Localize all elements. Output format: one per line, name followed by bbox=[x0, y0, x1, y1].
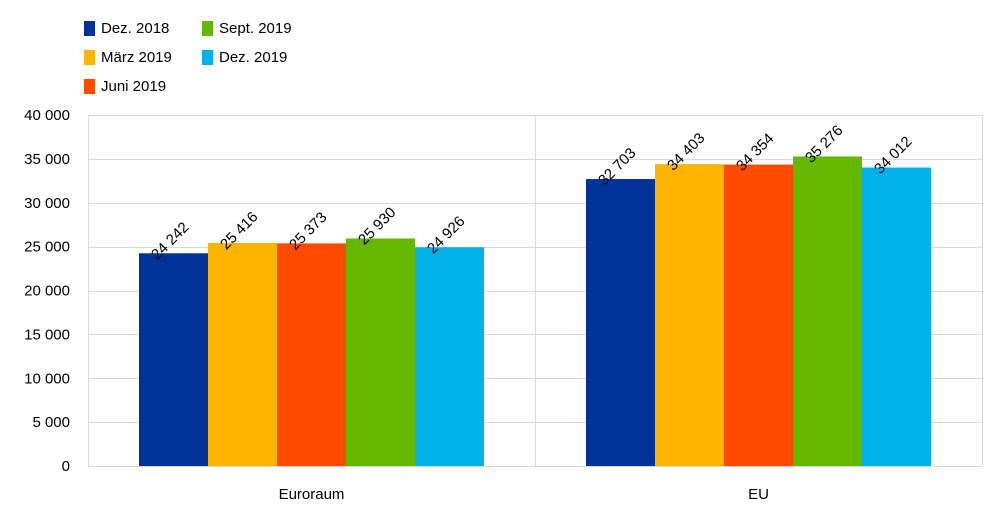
legend-swatch bbox=[202, 20, 213, 36]
bar bbox=[862, 167, 931, 467]
legend-label: Sept. 2019 bbox=[219, 19, 292, 37]
y-tick-label: 5 000 bbox=[32, 414, 70, 431]
legend-swatch bbox=[84, 20, 95, 36]
x-axis-category-labels: Euroraum EU bbox=[279, 486, 769, 503]
bars bbox=[139, 156, 931, 467]
bar bbox=[346, 238, 415, 466]
legend-item: Juni 2019 bbox=[84, 76, 166, 96]
legend-label: März 2019 bbox=[101, 48, 172, 66]
y-tick-label: 10 000 bbox=[24, 370, 70, 387]
bar bbox=[208, 242, 277, 466]
y-tick-label: 25 000 bbox=[24, 239, 70, 256]
y-tick-label: 15 000 bbox=[24, 326, 70, 343]
category-label: EU bbox=[748, 486, 769, 503]
legend-item: Dez. 2018 bbox=[84, 18, 169, 38]
legend-swatch bbox=[202, 49, 213, 65]
y-tick-label: 0 bbox=[62, 458, 70, 475]
legend-item: Dez. 2019 bbox=[202, 47, 287, 67]
bar bbox=[139, 253, 208, 466]
category-label: Euroraum bbox=[279, 486, 345, 503]
legend-swatch bbox=[84, 78, 95, 94]
legend-item: März 2019 bbox=[84, 47, 172, 67]
legend-swatch bbox=[84, 49, 95, 65]
legend-label: Dez. 2018 bbox=[101, 19, 170, 37]
y-axis-tick-labels: 0 5 000 10 000 15 000 20 000 25 000 30 000 35 0… bbox=[24, 107, 70, 475]
bar bbox=[655, 164, 724, 466]
legend: Dez. 2018 März 2019 Juni 2019 Sept. 2019 Dez… bbox=[84, 18, 344, 102]
y-tick-label: 20 000 bbox=[24, 283, 70, 300]
bar bbox=[724, 164, 793, 467]
legend-label: Dez. 2019 bbox=[219, 48, 288, 66]
y-tick-label: 40 000 bbox=[24, 107, 70, 124]
y-tick-label: 35 000 bbox=[24, 151, 70, 168]
y-tick-label: 30 000 bbox=[24, 195, 70, 212]
bar bbox=[793, 156, 862, 466]
bar bbox=[586, 179, 655, 466]
legend-label: Juni 2019 bbox=[101, 77, 167, 95]
legend-item: Sept. 2019 bbox=[202, 18, 292, 38]
bar bbox=[277, 243, 346, 466]
bar bbox=[415, 247, 484, 466]
